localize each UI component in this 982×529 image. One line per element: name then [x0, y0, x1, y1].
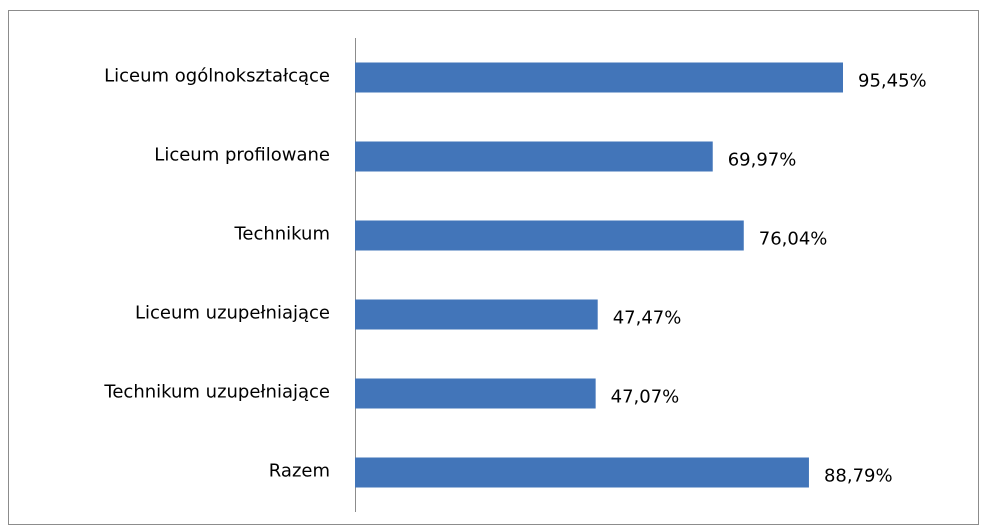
bar — [355, 220, 744, 251]
category-label: Liceum profilowane — [154, 145, 330, 166]
value-label: 69,97% — [728, 150, 797, 171]
value-label: 47,47% — [613, 308, 682, 329]
category-label: Technikum uzupełniające — [103, 382, 330, 403]
bar — [355, 141, 713, 172]
category-label: Razem — [269, 461, 330, 482]
bar — [355, 299, 598, 330]
value-label: 95,45% — [858, 71, 927, 92]
category-label: Liceum ogólnokształcące — [104, 66, 330, 87]
value-label: 47,07% — [611, 387, 680, 408]
value-label: 76,04% — [759, 229, 828, 250]
bar — [355, 457, 809, 488]
bar — [355, 378, 596, 409]
bar — [355, 62, 843, 93]
chart-frame — [8, 10, 979, 525]
category-label: Technikum — [233, 224, 330, 245]
value-label: 88,79% — [824, 466, 893, 487]
category-label: Liceum uzupełniające — [135, 303, 330, 324]
